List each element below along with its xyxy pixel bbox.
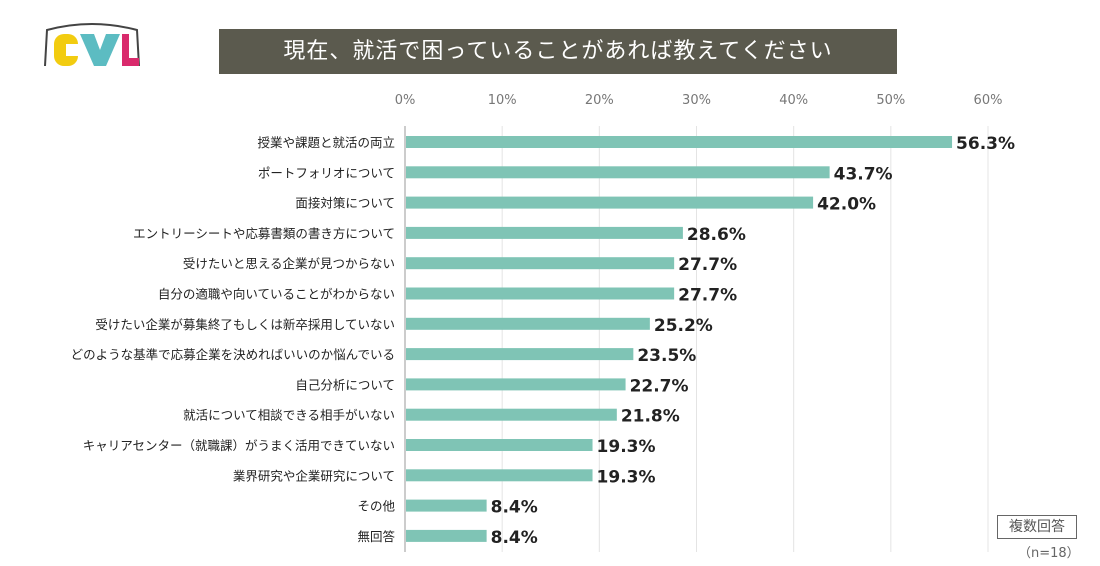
category-label: 受けたいと思える企業が見つからない (183, 256, 395, 271)
bar (406, 287, 675, 300)
bar (406, 196, 814, 209)
value-label: 21.8% (621, 407, 680, 427)
tick-label: 10% (488, 93, 517, 108)
value-label: 23.5% (637, 346, 696, 366)
value-label: 25.2% (654, 316, 713, 336)
tick-label: 20% (585, 93, 614, 108)
category-label: ポートフォリオについて (258, 165, 395, 180)
value-label: 43.7% (834, 164, 893, 184)
value-label: 42.0% (817, 195, 876, 215)
value-label: 8.4% (491, 528, 538, 548)
bar (406, 257, 675, 270)
bar (406, 136, 953, 148)
bar (406, 378, 626, 391)
category-label: 自分の適職や向いていることがわからない (158, 287, 395, 302)
category-label: キャリアセンター（就職課）がうまく活用できていない (83, 438, 395, 453)
category-label: エントリーシートや応募書類の書き方について (133, 226, 395, 241)
value-label: 27.7% (678, 255, 737, 275)
bar (406, 166, 830, 179)
category-label: 受けたい企業が募集終了もしくは新卒採用していない (95, 317, 395, 332)
category-label: その他 (357, 499, 395, 514)
value-label: 19.3% (597, 437, 656, 457)
value-label: 8.4% (491, 498, 538, 518)
multiple-answer-badge: 複数回答 (997, 515, 1077, 539)
cwl-logo (44, 23, 140, 67)
bar (406, 348, 634, 361)
category-label: 自己分析について (295, 377, 395, 392)
bar (406, 408, 617, 421)
bar (406, 529, 487, 542)
value-label: 27.7% (678, 286, 737, 306)
value-label: 22.7% (630, 376, 689, 396)
value-label: 19.3% (597, 467, 656, 487)
tick-label: 0% (395, 93, 416, 108)
value-label: 56.3% (956, 134, 1015, 154)
tick-label: 50% (876, 93, 905, 108)
bar (406, 499, 487, 512)
tick-label: 30% (682, 93, 711, 108)
tick-label: 60% (974, 93, 1003, 108)
value-label: 28.6% (687, 225, 746, 245)
category-label: どのような基準で応募企業を決めればいいのか悩んでいる (71, 347, 395, 362)
category-label: 無回答 (357, 529, 395, 544)
sample-size: （n=18） (1018, 546, 1080, 561)
category-label: 業界研究や企業研究について (233, 468, 395, 483)
bar (406, 226, 683, 239)
category-label: 就活について相談できる相手がいない (183, 408, 395, 423)
bar (406, 439, 593, 451)
category-label: 面接対策について (295, 196, 395, 211)
bar (406, 317, 650, 330)
tick-label: 40% (779, 93, 808, 108)
category-label: 授業や課題と就活の両立 (257, 135, 395, 150)
bar (406, 469, 593, 482)
chart-title: 現在、就活で困っていることがあれば教えてください (219, 29, 897, 74)
